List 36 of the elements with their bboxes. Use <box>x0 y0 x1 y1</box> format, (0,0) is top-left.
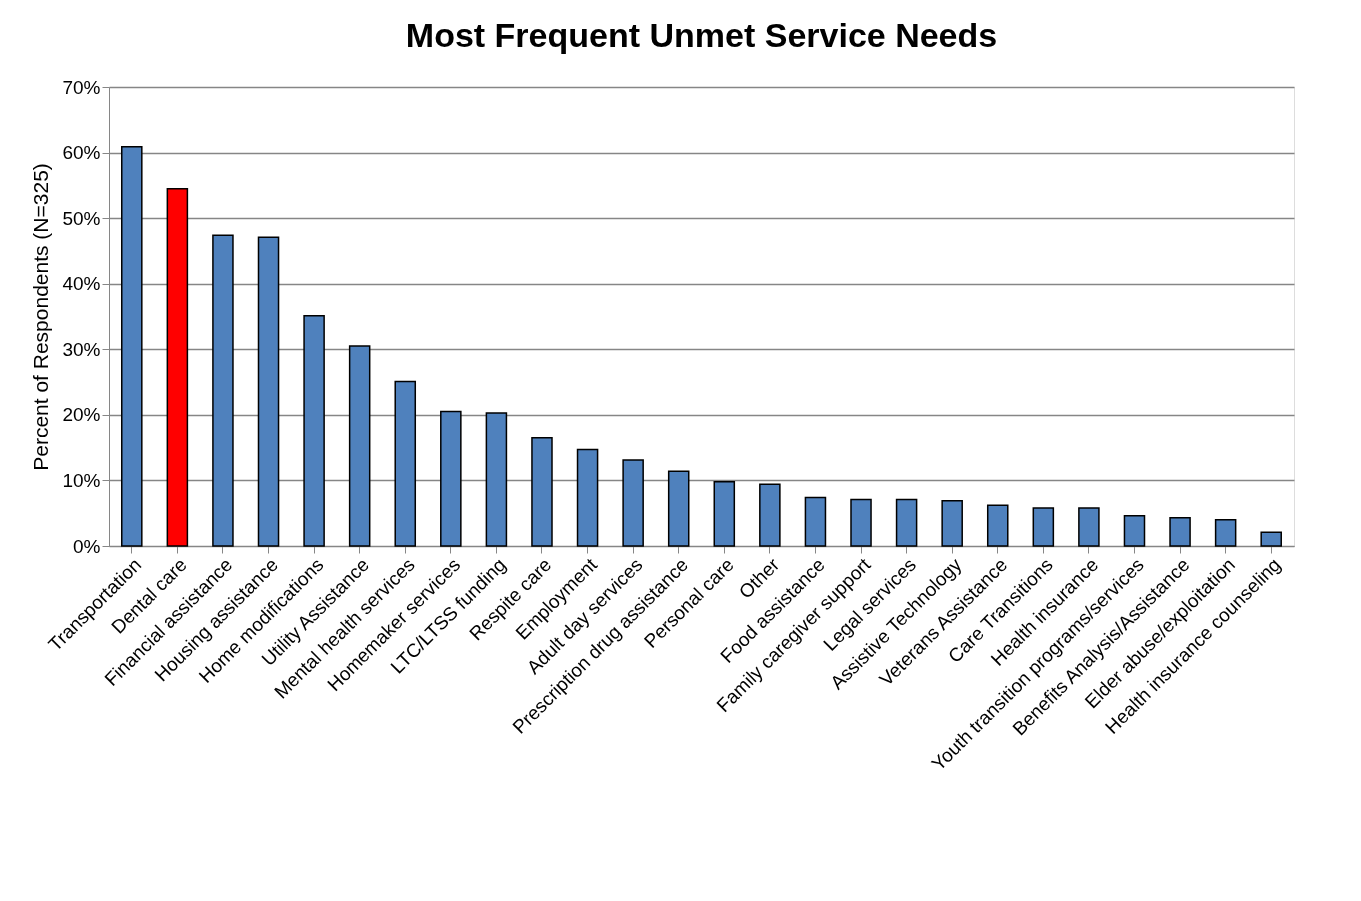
y-axis-title: Percent of Respondents (N=325) <box>29 163 53 471</box>
bar <box>1032 507 1055 547</box>
bar <box>1123 515 1146 547</box>
bar <box>440 410 462 547</box>
bar <box>394 380 417 547</box>
bar <box>576 448 599 547</box>
bar <box>166 187 189 547</box>
bar <box>759 483 781 547</box>
bar <box>804 496 827 547</box>
bar <box>257 236 280 547</box>
y-tick-label: 40% <box>62 273 101 295</box>
y-tick-label: 30% <box>62 338 101 360</box>
bar <box>895 498 918 547</box>
bar <box>1214 519 1237 547</box>
y-tick-label: 60% <box>62 142 101 164</box>
bar <box>212 234 234 547</box>
bar <box>713 480 736 547</box>
bar <box>121 145 143 547</box>
bar <box>485 412 508 547</box>
y-tick-label: 50% <box>62 207 101 229</box>
bar <box>1078 507 1100 547</box>
bar <box>1260 531 1282 547</box>
bar <box>850 498 872 547</box>
y-tick-label: 20% <box>62 404 101 426</box>
bar <box>1169 517 1191 547</box>
y-tick-label: 10% <box>62 469 101 491</box>
bar <box>348 345 371 547</box>
bar <box>986 504 1009 547</box>
bar <box>303 315 325 547</box>
y-tick-label: 0% <box>73 535 101 557</box>
bar <box>622 459 644 547</box>
bar <box>941 500 963 547</box>
y-tick-label: 70% <box>62 76 101 98</box>
chart-title: Most Frequent Unmet Service Needs <box>405 16 998 54</box>
bar <box>667 470 690 547</box>
bar <box>531 437 553 547</box>
